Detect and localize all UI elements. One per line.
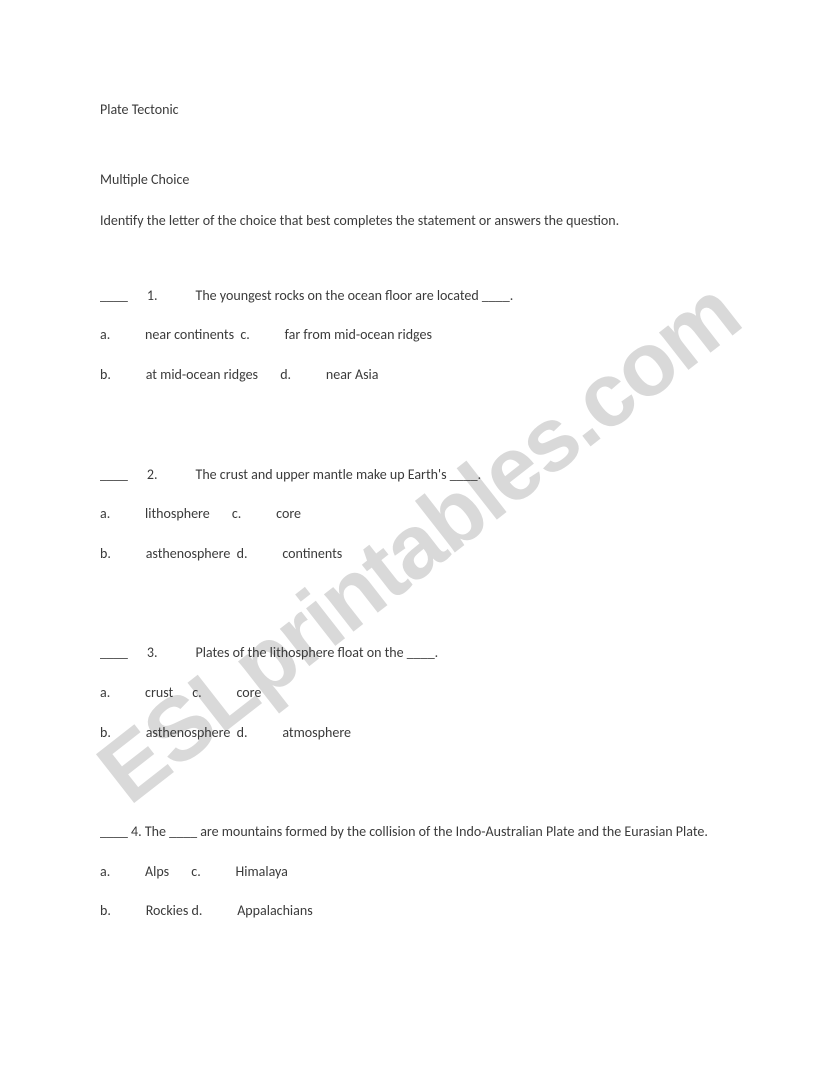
choice-row: a. lithosphere c. core bbox=[100, 504, 738, 524]
question-4: ____ 4. The ____ are mountains formed by… bbox=[100, 822, 738, 921]
choice-row: a. near continents c. far from mid-ocean… bbox=[100, 325, 738, 345]
question-3: ____ 3. Plates of the lithosphere float … bbox=[100, 643, 738, 742]
question-text: ____ 2. The crust and upper mantle make … bbox=[100, 465, 738, 485]
worksheet-page: Plate Tectonic Multiple Choice Identify … bbox=[0, 0, 838, 921]
choice-row: a. Alps c. Himalaya bbox=[100, 862, 738, 882]
choice-row: b. at mid-ocean ridges d. near Asia bbox=[100, 365, 738, 385]
question-1: ____ 1. The youngest rocks on the ocean … bbox=[100, 286, 738, 385]
question-text: ____ 3. Plates of the lithosphere float … bbox=[100, 643, 738, 663]
question-text: ____ 4. The ____ are mountains formed by… bbox=[100, 822, 738, 842]
instructions-text: Identify the letter of the choice that b… bbox=[100, 211, 738, 231]
choice-row: b. asthenosphere d. continents bbox=[100, 544, 738, 564]
section-heading: Multiple Choice bbox=[100, 170, 738, 190]
choice-row: b. asthenosphere d. atmosphere bbox=[100, 723, 738, 743]
question-text: ____ 1. The youngest rocks on the ocean … bbox=[100, 286, 738, 306]
choice-row: b. Rockies d. Appalachians bbox=[100, 901, 738, 921]
choice-row: a. crust c. core bbox=[100, 683, 738, 703]
worksheet-title: Plate Tectonic bbox=[100, 100, 738, 120]
question-2: ____ 2. The crust and upper mantle make … bbox=[100, 465, 738, 564]
